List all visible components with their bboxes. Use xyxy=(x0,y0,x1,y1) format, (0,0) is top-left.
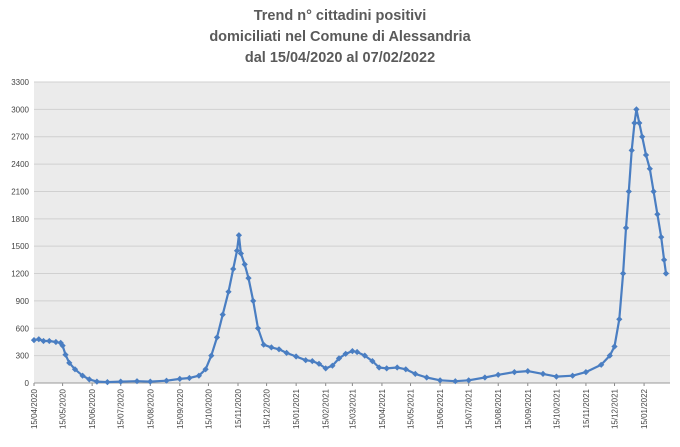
x-tick-label: 15/02/2021 xyxy=(322,388,331,429)
data-point xyxy=(660,256,668,264)
data-point xyxy=(322,365,329,372)
y-tick-label: 600 xyxy=(16,324,30,333)
x-tick-label: 15/09/2021 xyxy=(524,388,533,429)
x-axis-ticks: 15/04/2020 15/05/2020 15/06/2020 15/07/2020… xyxy=(30,382,670,429)
data-point xyxy=(353,348,361,356)
x-tick-label: 15/08/2020 xyxy=(146,388,155,429)
x-tick-label: 15/10/2020 xyxy=(204,388,213,429)
data-point xyxy=(452,378,459,385)
data-point xyxy=(268,344,275,351)
x-tick-label: 15/09/2020 xyxy=(176,388,185,429)
data-point xyxy=(260,341,267,348)
data-point xyxy=(329,362,336,369)
data-point xyxy=(412,370,419,378)
y-tick-label: 1500 xyxy=(11,242,29,251)
data-point xyxy=(361,352,368,359)
x-tick-label: 15/07/2020 xyxy=(117,388,126,429)
y-tick-label: 2400 xyxy=(11,160,29,169)
x-tick-label: 15/06/2020 xyxy=(88,388,97,429)
y-axis-ticks: 0 300 600 900 1200 1500 1800 2100 2400 2700 3000 33… xyxy=(11,78,29,388)
data-point xyxy=(383,365,390,372)
x-tick-label: 15/03/2021 xyxy=(348,388,357,429)
chart-title-line-3: dal 15/04/2020 al 07/02/2022 xyxy=(244,50,436,66)
data-point xyxy=(335,355,343,362)
x-tick-label: 15/01/2022 xyxy=(640,388,649,429)
y-tick-label: 300 xyxy=(16,352,30,361)
data-point xyxy=(235,232,243,239)
data-point xyxy=(233,247,241,254)
x-tick-label: 15/05/2020 xyxy=(59,388,68,429)
data-point xyxy=(465,377,472,384)
x-tick-label: 15/12/2020 xyxy=(263,388,272,429)
data-point xyxy=(402,366,409,373)
x-tick-label: 15/07/2021 xyxy=(465,388,474,429)
data-point xyxy=(302,357,309,364)
data-point xyxy=(394,364,401,371)
y-tick-label: 3300 xyxy=(11,78,29,87)
y-tick-label: 1200 xyxy=(11,270,29,279)
chart-title: Trend n° cittadini positivi domiciliati … xyxy=(0,6,680,69)
x-tick-label: 15/05/2021 xyxy=(407,388,416,429)
x-tick-label: 15/06/2021 xyxy=(436,388,445,429)
data-point xyxy=(423,374,430,381)
x-tick-label: 15/10/2021 xyxy=(552,388,561,429)
data-point xyxy=(375,364,383,371)
y-tick-label: 900 xyxy=(16,297,30,306)
x-tick-label: 15/04/2021 xyxy=(378,388,387,429)
data-point xyxy=(283,349,290,357)
data-point xyxy=(342,350,349,357)
x-tick-label: 15/12/2021 xyxy=(611,388,620,429)
x-tick-label: 15/01/2021 xyxy=(292,388,301,429)
chart-title-line-2: domiciliati nel Comune di Alessandria xyxy=(209,29,471,45)
data-point xyxy=(369,357,376,365)
plot-area xyxy=(34,82,670,383)
y-tick-label: 2700 xyxy=(11,133,29,142)
y-tick-label: 1800 xyxy=(11,215,29,224)
chart-title-line-1: Trend n° cittadini positivi xyxy=(253,8,427,24)
data-point xyxy=(315,360,323,367)
data-point xyxy=(309,357,316,365)
x-tick-label: 15/08/2021 xyxy=(494,388,503,429)
y-tick-label: 2100 xyxy=(11,187,29,196)
y-tick-label: 3000 xyxy=(11,105,29,114)
data-point xyxy=(436,377,444,384)
data-point xyxy=(349,347,356,355)
data-point xyxy=(495,371,502,378)
x-tick-label: 15/11/2021 xyxy=(582,388,591,428)
x-tick-label: 15/04/2020 xyxy=(30,388,39,429)
data-point xyxy=(481,374,489,381)
x-tick-label: 15/11/2020 xyxy=(234,388,243,428)
data-point xyxy=(202,366,209,373)
data-point xyxy=(292,353,300,360)
y-tick-label: 0 xyxy=(25,379,30,388)
data-point xyxy=(275,346,283,353)
data-point xyxy=(237,250,245,257)
data-point xyxy=(598,361,605,368)
data-point xyxy=(539,370,547,378)
